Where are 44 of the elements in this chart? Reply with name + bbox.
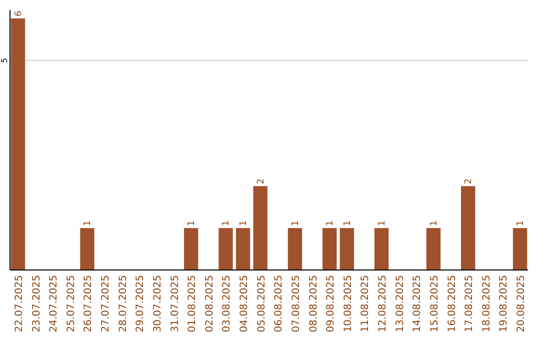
x-tick-label: 14.08.2025 [412, 275, 424, 332]
x-tick-label: 09.08.2025 [326, 275, 337, 332]
x-tick-label: 18.08.2025 [481, 275, 492, 332]
x-tick-label: 27.07.2025 [100, 275, 112, 332]
x-tick-label: 03.08.2025 [222, 275, 233, 332]
x-tick-label: 19.08.2025 [498, 275, 510, 332]
data-label: 1 [342, 220, 353, 226]
x-tick-label: 02.08.2025 [204, 275, 216, 332]
x-tick-label: 25.07.2025 [66, 275, 77, 332]
x-tick-label: 01.08.2025 [187, 275, 198, 332]
data-label: 1 [516, 220, 526, 226]
x-tick-label: 10.08.2025 [342, 275, 354, 332]
x-tick-label: 29.07.2025 [135, 275, 146, 332]
data-label: 1 [222, 220, 232, 226]
x-tick-label: 20.08.2025 [516, 275, 528, 332]
data-label: 2 [464, 178, 474, 184]
x-tick-label: 17.08.2025 [464, 275, 476, 332]
data-label: 1 [83, 220, 94, 226]
data-label: 1 [429, 220, 440, 226]
data-label: 2 [256, 178, 266, 184]
y-tick-label: 5 [0, 58, 9, 63]
data-label: 1 [378, 220, 388, 226]
x-tick-label: 23.07.2025 [31, 275, 42, 332]
x-tick-label: 08.08.2025 [308, 275, 320, 332]
data-label: 1 [239, 220, 250, 226]
x-tick-label: 28.07.2025 [118, 275, 129, 332]
x-tick-label: 07.08.2025 [290, 275, 302, 332]
x-tick-label: 30.07.2025 [152, 275, 164, 332]
data-label: 6 [14, 10, 24, 16]
x-tick-label: 31.07.2025 [170, 275, 181, 332]
data-label: 1 [290, 220, 301, 226]
x-tick-label: 16.08.2025 [446, 275, 458, 332]
x-tick-label: 15.08.2025 [429, 275, 440, 332]
x-tick-label: 05.08.2025 [256, 275, 268, 332]
x-tick-label: 11.08.2025 [360, 275, 372, 332]
x-tick-label: 24.07.2025 [48, 275, 60, 332]
x-tick-label: 22.07.2025 [14, 275, 25, 332]
data-label: 1 [187, 220, 198, 226]
data-label: 1 [326, 220, 336, 226]
x-tick-label: 12.08.2025 [378, 275, 389, 332]
x-tick-label: 04.08.2025 [239, 275, 250, 332]
x-tick-label: 26.07.2025 [83, 275, 94, 332]
x-tick-label: 06.08.2025 [274, 275, 285, 332]
x-tick-label: 13.08.2025 [394, 275, 406, 332]
